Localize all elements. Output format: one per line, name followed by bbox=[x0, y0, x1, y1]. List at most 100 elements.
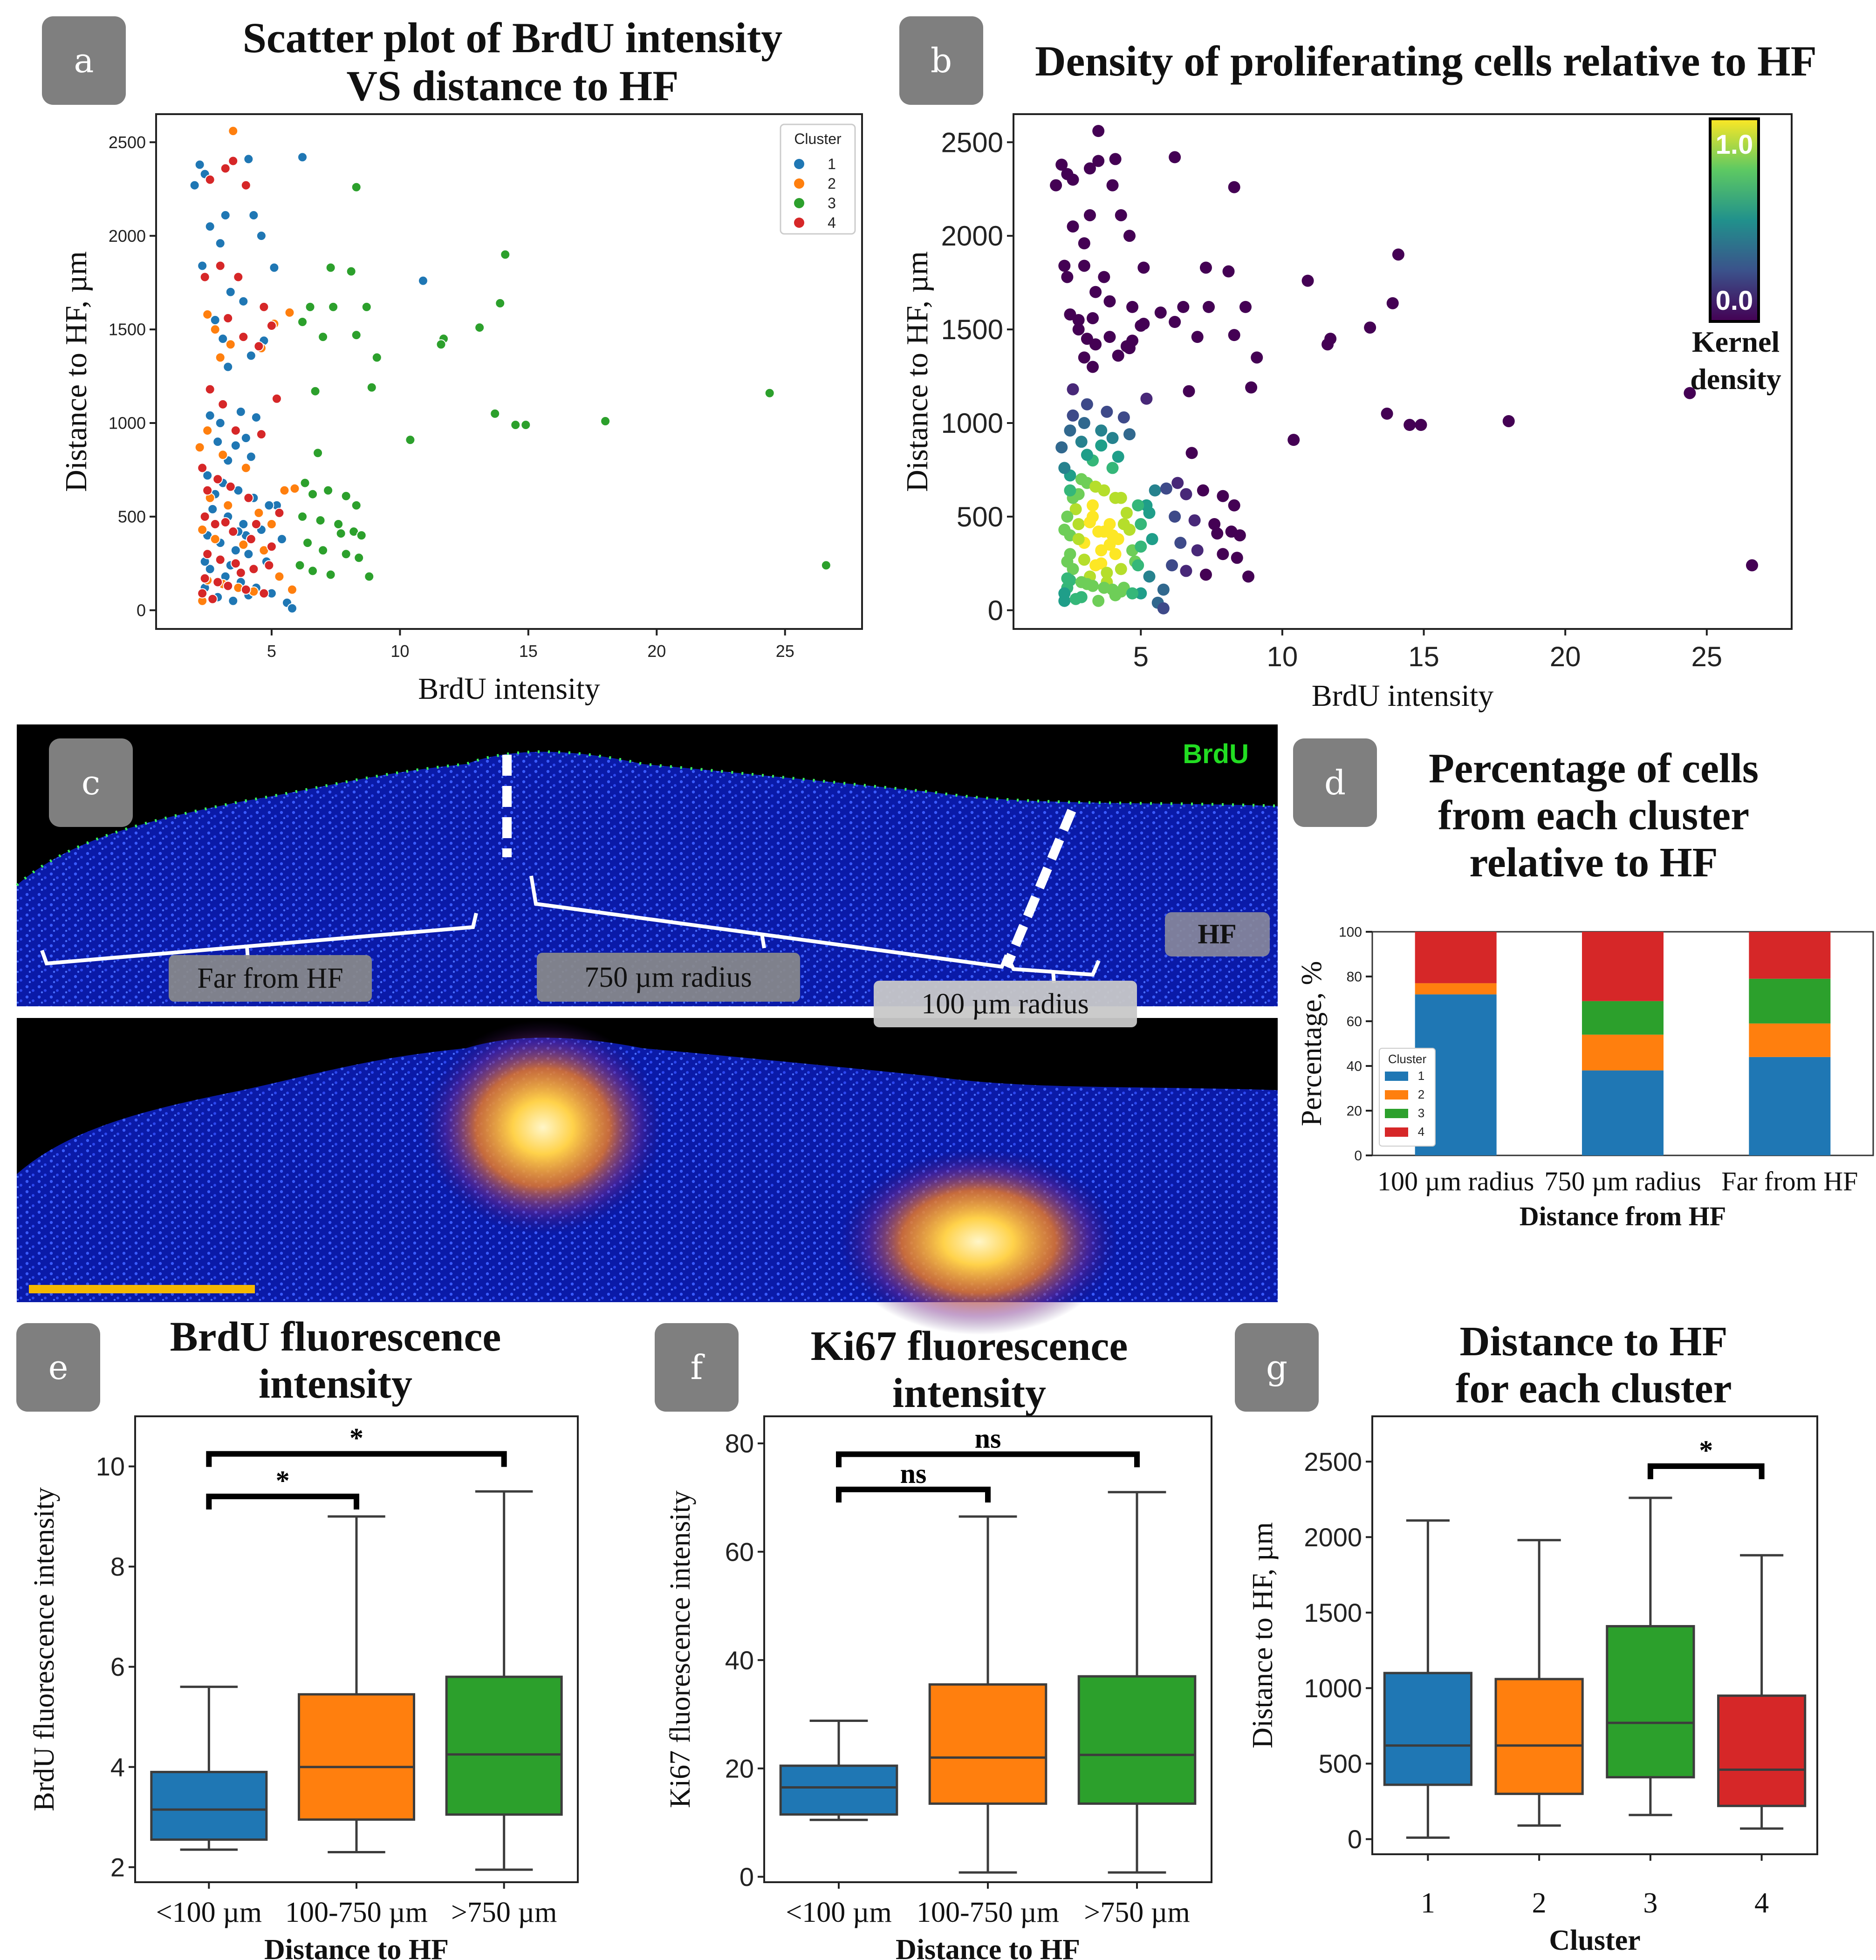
x-axis-label: BrdU intensity bbox=[1312, 679, 1494, 713]
panel-e: 2 4 6 8 10 BrdU fluorescence intensity <100 µm… bbox=[28, 1415, 579, 1960]
data-point bbox=[308, 566, 318, 576]
data-point bbox=[215, 238, 226, 249]
y-axis-label: Distance to HF, µm bbox=[900, 251, 934, 492]
data-point bbox=[223, 500, 233, 511]
data-point bbox=[297, 152, 308, 163]
x-axis-label: Distance to HF bbox=[264, 1934, 449, 1960]
data-point bbox=[1106, 432, 1119, 444]
data-point bbox=[202, 425, 213, 436]
data-point bbox=[1078, 351, 1090, 364]
panel-f: 0 20 40 60 80 Ki67 fluorescence intensity <100… bbox=[664, 1415, 1212, 1960]
badge-d: d bbox=[1293, 738, 1377, 827]
data-point bbox=[271, 393, 282, 404]
y-tick-label: 100 bbox=[1339, 925, 1362, 940]
data-point bbox=[238, 332, 249, 342]
y-tick-label: 0 bbox=[739, 1862, 754, 1892]
data-point bbox=[371, 352, 382, 363]
colorbar-min-label: 0.0 bbox=[1716, 286, 1753, 316]
data-point bbox=[520, 420, 531, 430]
data-point bbox=[1058, 524, 1071, 536]
data-point bbox=[361, 301, 372, 312]
data-point bbox=[256, 231, 267, 241]
legend-swatch bbox=[1385, 1109, 1408, 1118]
title-g: Distance to HF for each cluster bbox=[1379, 1318, 1808, 1413]
legend-swatch bbox=[1385, 1127, 1408, 1137]
data-point bbox=[1386, 297, 1399, 309]
data-point bbox=[1115, 209, 1127, 221]
data-point bbox=[1169, 510, 1181, 523]
data-point bbox=[287, 584, 297, 595]
title-d-line3: relative to HF bbox=[1469, 839, 1718, 886]
x-axis-label: Distance to HF bbox=[896, 1934, 1080, 1960]
data-point bbox=[1067, 220, 1079, 233]
data-point bbox=[1101, 405, 1113, 418]
data-point bbox=[1135, 320, 1147, 332]
hf-dashed-line-2 bbox=[1002, 809, 1076, 969]
title-d-line2: from each cluster bbox=[1438, 792, 1750, 839]
box bbox=[1494, 1678, 1584, 1795]
y-axis-label: Percentage, % bbox=[1296, 961, 1328, 1127]
far-label-box bbox=[169, 955, 372, 1002]
data-point bbox=[1092, 526, 1105, 538]
data-point bbox=[253, 507, 264, 518]
data-point bbox=[238, 540, 249, 550]
data-point bbox=[1126, 587, 1139, 600]
x-axis-label: Distance from HF bbox=[1520, 1201, 1726, 1231]
data-point bbox=[1115, 563, 1127, 575]
data-point bbox=[1174, 537, 1187, 549]
significance-bracket bbox=[206, 1451, 507, 1467]
bracket-750 bbox=[529, 875, 1008, 969]
box bbox=[779, 1764, 898, 1816]
data-point bbox=[215, 554, 226, 565]
data-point bbox=[1132, 499, 1144, 512]
data-point bbox=[1081, 398, 1093, 410]
y-tick-label: 2500 bbox=[941, 127, 1003, 158]
y-tick-label: 1500 bbox=[1304, 1598, 1362, 1627]
data-point bbox=[351, 500, 362, 511]
x-tick-label: 750 µm radius bbox=[1544, 1166, 1701, 1196]
hf-label: HF bbox=[1198, 919, 1236, 949]
data-point bbox=[287, 603, 297, 614]
data-point bbox=[238, 296, 249, 307]
data-point bbox=[253, 341, 264, 352]
data-point bbox=[1217, 548, 1229, 560]
data-point bbox=[495, 298, 506, 308]
data-point bbox=[1064, 424, 1076, 437]
brdu-channel-label: BrdU bbox=[1183, 739, 1249, 769]
title-g-line2: for each cluster bbox=[1455, 1365, 1732, 1412]
data-point bbox=[1199, 261, 1212, 274]
y-tick-label: 40 bbox=[1347, 1059, 1362, 1074]
bar-segment bbox=[1749, 932, 1831, 979]
data-point bbox=[218, 399, 228, 410]
density-hotspot-1 bbox=[422, 1020, 664, 1235]
legend-marker bbox=[794, 178, 804, 189]
data-point bbox=[1092, 155, 1105, 167]
y-tick-label: 8 bbox=[110, 1552, 125, 1581]
data-point bbox=[197, 260, 208, 271]
y-tick-label: 4 bbox=[110, 1752, 125, 1782]
x-tick-label: 3 bbox=[1643, 1887, 1657, 1919]
data-point bbox=[1081, 449, 1093, 461]
title-g-line1: Distance to HF bbox=[1459, 1318, 1728, 1365]
data-point bbox=[305, 301, 315, 312]
x-axis-label: BrdU intensity bbox=[418, 672, 600, 706]
hf-label-box bbox=[1165, 912, 1270, 956]
data-point bbox=[1191, 331, 1204, 343]
data-point bbox=[297, 317, 308, 328]
y-axis-label: Distance to HF, µm bbox=[59, 251, 93, 492]
data-point bbox=[264, 560, 274, 571]
data-point bbox=[1381, 407, 1393, 420]
data-point bbox=[1137, 261, 1150, 274]
legend-marker bbox=[794, 159, 804, 169]
data-point bbox=[199, 573, 210, 584]
data-point bbox=[218, 450, 228, 460]
data-point bbox=[205, 221, 215, 232]
data-point bbox=[1075, 473, 1088, 485]
x-tick-label: 15 bbox=[519, 642, 538, 661]
data-point bbox=[308, 489, 318, 499]
data-point bbox=[220, 210, 231, 220]
box bbox=[928, 1683, 1048, 1805]
significance-label: * bbox=[349, 1423, 363, 1454]
data-point bbox=[197, 525, 208, 535]
